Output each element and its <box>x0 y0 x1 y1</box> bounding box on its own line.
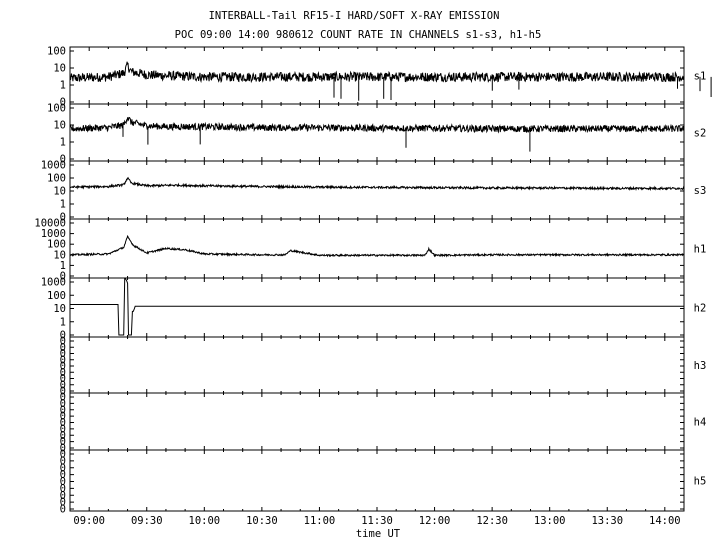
y-tick-label: 1 <box>60 137 66 149</box>
y-tick-label: 0 <box>60 455 66 467</box>
y-tick-label: 0 <box>60 379 66 391</box>
panel-label-s1: s1 <box>694 71 707 83</box>
series-line-h1 <box>69 234 685 258</box>
y-tick-label: 0 <box>60 483 66 495</box>
y-tick-label: 100 <box>47 173 66 185</box>
y-tick-label: 0 <box>60 271 66 283</box>
y-tick-label: 1000 <box>41 228 66 240</box>
panel-label-h2: h2 <box>694 303 707 315</box>
y-tick-label: 100 <box>47 103 66 115</box>
y-tick-label: 10 <box>53 120 66 132</box>
y-tick-label: 0 <box>60 97 66 109</box>
x-tick-label: 09:00 <box>73 515 105 527</box>
y-tick-label: 10 <box>53 303 66 315</box>
y-tick-label: 10000 <box>34 218 66 230</box>
series-line-s3 <box>69 176 685 192</box>
x-tick-label: 11:00 <box>304 515 336 527</box>
x-tick-label: 14:00 <box>649 515 681 527</box>
y-tick-label: 1000 <box>41 277 66 289</box>
y-tick-label: 0 <box>60 354 66 366</box>
y-tick-label: 10 <box>53 186 66 198</box>
y-tick-label: 100 <box>47 239 66 251</box>
y-tick-label: 0 <box>60 449 66 461</box>
x-tick-label: 10:30 <box>246 515 278 527</box>
y-tick-label: 0 <box>60 462 66 474</box>
y-tick-label: 0 <box>60 476 66 488</box>
y-tick-label: 1000 <box>41 160 66 172</box>
y-tick-label: 0 <box>60 367 66 379</box>
y-tick-label: 10 <box>53 249 66 261</box>
y-tick-label: 0 <box>60 336 66 348</box>
y-tick-label: 100 <box>47 290 66 302</box>
y-tick-label: 0 <box>60 443 66 455</box>
y-tick-label: 100 <box>47 46 66 58</box>
y-tick-label: 0 <box>60 154 66 166</box>
y-tick-label: 0 <box>60 504 66 516</box>
y-tick-label: 1 <box>60 316 66 328</box>
panel-label-s2: s2 <box>694 128 707 140</box>
y-tick-label: 0 <box>60 330 66 342</box>
y-tick-label: 1 <box>60 199 66 211</box>
y-tick-label: 1 <box>60 260 66 272</box>
x-tick-label: 10:00 <box>189 515 221 527</box>
y-tick-label: 0 <box>60 404 66 416</box>
y-tick-label: 0 <box>60 398 66 410</box>
y-tick-label: 0 <box>60 348 66 360</box>
y-tick-label: 0 <box>60 386 66 398</box>
panel-label-h5: h5 <box>694 476 707 488</box>
y-tick-label: 0 <box>60 469 66 481</box>
series-line-s1 <box>69 61 685 84</box>
x-tick-label: 09:30 <box>131 515 163 527</box>
chart-title: INTERBALL-Tail RF15-I HARD/SOFT X-RAY EM… <box>209 10 500 22</box>
panel-label-h4: h4 <box>694 417 707 429</box>
y-tick-label: 0 <box>60 361 66 373</box>
x-tick-label: 12:30 <box>476 515 508 527</box>
y-tick-label: 0 <box>60 423 66 435</box>
y-tick-label: 0 <box>60 497 66 509</box>
y-tick-label: 0 <box>60 436 66 448</box>
y-tick-label: 0 <box>60 342 66 354</box>
x-tick-label: 11:30 <box>361 515 393 527</box>
y-tick-label: 10 <box>53 63 66 75</box>
x-tick-label: 12:00 <box>419 515 451 527</box>
y-tick-label: 1 <box>60 80 66 92</box>
series-line-h2 <box>70 278 684 336</box>
x-tick-label: 13:00 <box>534 515 566 527</box>
y-tick-label: 0 <box>60 430 66 442</box>
x-axis-label: time UT <box>356 528 401 540</box>
y-tick-label: 0 <box>60 373 66 385</box>
panel-label-h1: h1 <box>694 244 707 256</box>
series-line-s2 <box>69 116 685 134</box>
chart-subtitle: POC 09:00 14:00 980612 COUNT RATE IN CHA… <box>175 29 542 41</box>
x-tick-label: 13:30 <box>591 515 623 527</box>
panel-label-s3: s3 <box>694 185 707 197</box>
panel-label-h3: h3 <box>694 360 707 372</box>
y-tick-label: 0 <box>60 392 66 404</box>
y-tick-label: 0 <box>60 490 66 502</box>
y-tick-label: 0 <box>60 212 66 224</box>
y-tick-label: 0 <box>60 417 66 429</box>
y-tick-label: 0 <box>60 411 66 423</box>
